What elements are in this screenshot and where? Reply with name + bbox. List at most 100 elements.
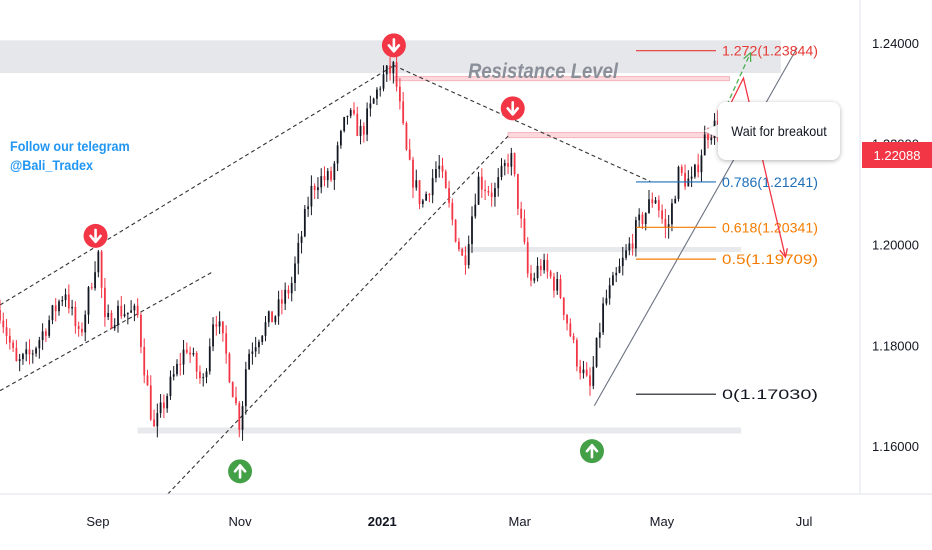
candle-body — [546, 259, 549, 272]
candle-body — [412, 159, 414, 188]
candle-body — [385, 65, 388, 75]
time-tick-label: Nov — [228, 514, 252, 529]
candle-body — [697, 164, 700, 173]
candle-body — [287, 289, 290, 294]
candle-body — [38, 340, 41, 349]
candle-body — [421, 200, 424, 204]
candle-body — [539, 265, 542, 271]
candle-body — [346, 115, 349, 117]
candle-body — [559, 279, 562, 298]
candle-body — [271, 311, 273, 323]
signal-arrow — [89, 228, 102, 244]
candle-body — [477, 176, 480, 205]
candle-body — [612, 275, 614, 286]
candle-body — [15, 347, 18, 362]
candle-body — [221, 321, 224, 334]
candle-body — [176, 363, 178, 375]
candle-body — [444, 171, 447, 189]
candle-body — [671, 203, 673, 225]
candle-body — [228, 353, 231, 383]
candle-body — [605, 298, 608, 304]
candle-body — [248, 353, 251, 370]
candle-body — [123, 314, 126, 317]
telegram-line-2: @Bali_Tradex — [10, 157, 94, 173]
candle-body — [254, 347, 257, 352]
candle-body — [140, 314, 142, 347]
candle-body — [149, 385, 152, 420]
telegram-note: Follow our telegram @Bali_Tradex — [10, 137, 130, 175]
candle-body — [523, 218, 526, 243]
candle-body — [244, 369, 247, 407]
candle-body — [336, 145, 339, 164]
candle-body — [454, 219, 457, 242]
candle-body — [402, 101, 405, 124]
candle-body — [415, 180, 418, 188]
fib-label-0.618: 0.618(1.20341) — [722, 219, 818, 235]
candle-body — [634, 220, 637, 249]
candle-body — [382, 74, 385, 89]
candle-body — [362, 125, 365, 135]
fib-label-0: 0(1.17030) — [722, 386, 818, 402]
candle-body — [251, 351, 254, 354]
candle-body — [136, 305, 139, 315]
candle-body — [353, 109, 355, 114]
signal-arrow — [387, 38, 401, 53]
candle-body — [185, 349, 188, 353]
candle-body — [133, 305, 136, 311]
candle-body — [661, 210, 664, 219]
candle-body — [0, 310, 1, 321]
candle-body — [487, 191, 490, 193]
candle-body — [467, 244, 470, 266]
candle-body — [205, 371, 208, 378]
signal-arrow — [233, 464, 247, 479]
candle-body — [343, 116, 346, 132]
candle-body — [628, 243, 631, 251]
candle-body — [359, 125, 362, 136]
candle-body — [553, 276, 555, 291]
candle-body — [31, 353, 34, 355]
candle-body — [143, 346, 146, 376]
trend-line-1 — [0, 271, 213, 392]
fib-label-0.786: 0.786(1.21241) — [722, 174, 818, 190]
candle-body — [235, 397, 237, 404]
candle-body — [294, 263, 296, 283]
time-tick-label: Mar — [509, 514, 532, 529]
candle-body — [192, 353, 195, 355]
time-tick-label: Sep — [86, 514, 109, 529]
candle-body — [274, 316, 277, 323]
candle-body — [330, 171, 332, 180]
candle-body — [615, 272, 618, 276]
candle-body — [579, 366, 582, 374]
candle-body — [389, 65, 391, 74]
candle-body — [182, 349, 185, 365]
candle-body — [215, 324, 218, 327]
candle-body — [638, 214, 641, 221]
candle-body — [494, 188, 496, 198]
down-arrow-icon-0 — [83, 223, 108, 248]
candle-body — [618, 266, 621, 273]
candle-body — [44, 331, 47, 336]
callout-pointer — [704, 124, 719, 138]
candle-body — [156, 413, 159, 427]
projection-arrowhead-1 — [779, 248, 789, 259]
candle-body — [648, 199, 650, 213]
candle-body — [267, 311, 270, 323]
candle-body — [303, 209, 306, 237]
candle-body — [585, 369, 588, 376]
candle-body — [520, 208, 523, 219]
rejection-band-0 — [393, 76, 730, 82]
candle-body — [566, 314, 568, 324]
candle-body — [323, 176, 326, 181]
candle-body — [159, 402, 162, 414]
rejection-band-1 — [507, 132, 730, 139]
candle-body — [598, 332, 601, 338]
candle-body — [307, 206, 310, 210]
candle-body — [425, 194, 428, 201]
candle-body — [103, 287, 106, 317]
fib-label-1.272: 1.272(1.23844) — [722, 43, 818, 59]
candle-body — [710, 137, 713, 141]
time-axis[interactable]: Sep Nov 2021 Mar May Jul — [86, 514, 812, 529]
candle-body — [189, 352, 192, 355]
